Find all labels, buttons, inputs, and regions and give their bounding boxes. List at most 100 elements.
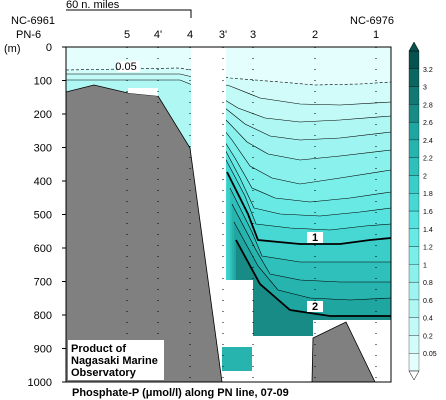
colorbar-swatch-7 <box>408 228 420 247</box>
distance-scale-bar: 60 n. miles <box>66 0 192 18</box>
contour-line-10 <box>229 187 391 263</box>
colorbar-tick-5: 1 <box>423 262 427 269</box>
colorbar-swatch-6 <box>408 246 420 265</box>
contour-line-11 <box>231 203 391 283</box>
contour-line-5 <box>209 111 391 185</box>
contour-lines <box>66 67 391 317</box>
colorbar-top-arrow <box>408 41 420 52</box>
colorbar-tick-13: 2.6 <box>423 120 433 127</box>
colorbar-tick-1: 0.2 <box>423 333 433 340</box>
shelf-white-notch <box>128 88 158 96</box>
contour-line-1 <box>66 73 391 106</box>
contour-line-13 <box>235 239 391 317</box>
colorbar-swatch-5 <box>408 264 420 283</box>
y-tick-label-3: 300 <box>34 143 52 155</box>
colorbar-tick-14: 2.8 <box>423 102 433 109</box>
contour-label-2: 2 <box>312 301 318 313</box>
y-tick-label-10: 1000 <box>28 377 52 389</box>
colorbar-swatch-13 <box>408 121 420 141</box>
station-verticals <box>126 47 377 382</box>
y-tick-label-5: 500 <box>34 210 52 222</box>
contour-line-0 <box>66 67 391 86</box>
station-label-4: 3 <box>250 29 256 41</box>
station-label-6: 1 <box>373 29 379 41</box>
colorbar-tick-11: 2.2 <box>423 156 433 163</box>
contour-label-group: 0.05 1 2 <box>115 61 323 313</box>
y-tick-label-6: 600 <box>34 243 52 255</box>
contour-line-2 <box>66 79 391 123</box>
colorbar-tick-15: 3 <box>423 85 427 92</box>
credit-box: Product of Nagasaki Marine Observatory <box>68 340 164 380</box>
seamount <box>311 321 376 382</box>
contour-label-bg-1 <box>307 232 323 243</box>
contour-line-4 <box>204 99 391 161</box>
contour-label-bg-0 <box>118 61 140 72</box>
contour-line-9 <box>226 171 391 245</box>
colorbar: 0.05 0.2 0.4 0.6 0.8 1 1.2 1.4 1.6 1.8 2 2.2 2.4 2.6 2… <box>408 41 437 381</box>
colorbar-swatch-12 <box>408 139 420 158</box>
y-tick-label-1: 100 <box>34 76 52 88</box>
colorbar-swatch-0 <box>408 353 420 372</box>
y-tick-label-8: 800 <box>34 310 52 322</box>
credit-line-2: Nagasaki Marine <box>71 355 158 367</box>
colorbar-swatch-17 <box>408 50 420 69</box>
plot-area <box>66 47 391 382</box>
y-tick-label-9: 900 <box>34 344 52 356</box>
credit-line-3: Observatory <box>71 367 137 379</box>
scale-bar-line <box>66 9 192 18</box>
y-tick-label-2: 200 <box>34 109 52 121</box>
colorbar-swatch-14 <box>408 104 420 123</box>
contour-label-1: 1 <box>312 232 318 244</box>
colorbar-swatch-10 <box>408 175 420 194</box>
y-tick-label-4: 400 <box>34 176 52 188</box>
colorbar-bottom-arrow <box>408 370 420 381</box>
contour-line-7 <box>219 139 391 217</box>
station-label-1: 4' <box>154 29 162 41</box>
colorbar-tick-8: 1.6 <box>423 209 433 216</box>
colorbar-swatch-3 <box>408 299 420 318</box>
colorbar-swatch-16 <box>408 68 420 87</box>
contour-line-6 <box>214 125 391 203</box>
colorbar-tick-12: 2.4 <box>423 138 433 145</box>
station-id-right-top: NC-6976 <box>350 15 394 27</box>
colorbar-tick-9: 1.8 <box>423 191 433 198</box>
colorbar-swatch-9 <box>408 193 420 212</box>
contour-line-8 <box>223 155 391 231</box>
y-tick-label-7: 700 <box>34 277 52 289</box>
station-id-left-top: NC-6961 <box>11 15 55 27</box>
contour-label-bg-2 <box>307 301 323 312</box>
colorbar-tick-0: 0.05 <box>423 351 437 358</box>
colorbar-tick-16: 3.2 <box>423 67 433 74</box>
y-tick-label-0: 0 <box>46 42 52 54</box>
station-label-0: 5 <box>124 29 130 41</box>
colorbar-swatch-1 <box>408 335 420 354</box>
colorbar-tick-10: 2 <box>423 173 427 180</box>
colorbar-swatch-4 <box>408 281 420 301</box>
isolated-sample-3prime <box>222 347 252 371</box>
bottom-topography <box>66 84 376 382</box>
scale-label: 60 n. miles <box>66 0 120 11</box>
y-axis: 0 100 200 300 400 500 600 700 800 900 1000 <box>28 42 66 389</box>
gap-under-3 <box>253 336 313 382</box>
colorbar-tick-7: 1.4 <box>423 227 433 234</box>
continental-slope <box>66 84 223 382</box>
colorbar-tick-4: 0.8 <box>423 280 433 287</box>
station-labels: 5 4' 4 3' 3 2 1 <box>124 29 379 41</box>
contour-label-0: 0.05 <box>115 61 136 73</box>
y-axis-unit: (m) <box>4 43 21 55</box>
colorbar-swatch-15 <box>408 86 420 105</box>
station-id-left-bottom: PN-6 <box>16 29 41 41</box>
colorbar-swatch-8 <box>408 210 420 229</box>
colorbar-swatch-11 <box>408 157 420 176</box>
colorbar-tick-6: 1.2 <box>423 245 433 252</box>
station-label-2: 4 <box>187 29 193 41</box>
station-label-3: 3' <box>219 29 227 41</box>
contour-line-12 <box>233 221 391 301</box>
credit-line-1: Product of <box>71 343 126 355</box>
colorbar-swatch-2 <box>408 317 420 336</box>
colorbar-tick-2: 0.4 <box>423 316 433 323</box>
station-label-5: 2 <box>312 29 318 41</box>
colorbar-tick-3: 0.6 <box>423 298 433 305</box>
chart-caption: Phosphate-P (μmol/l) along PN line, 07-0… <box>72 387 289 399</box>
